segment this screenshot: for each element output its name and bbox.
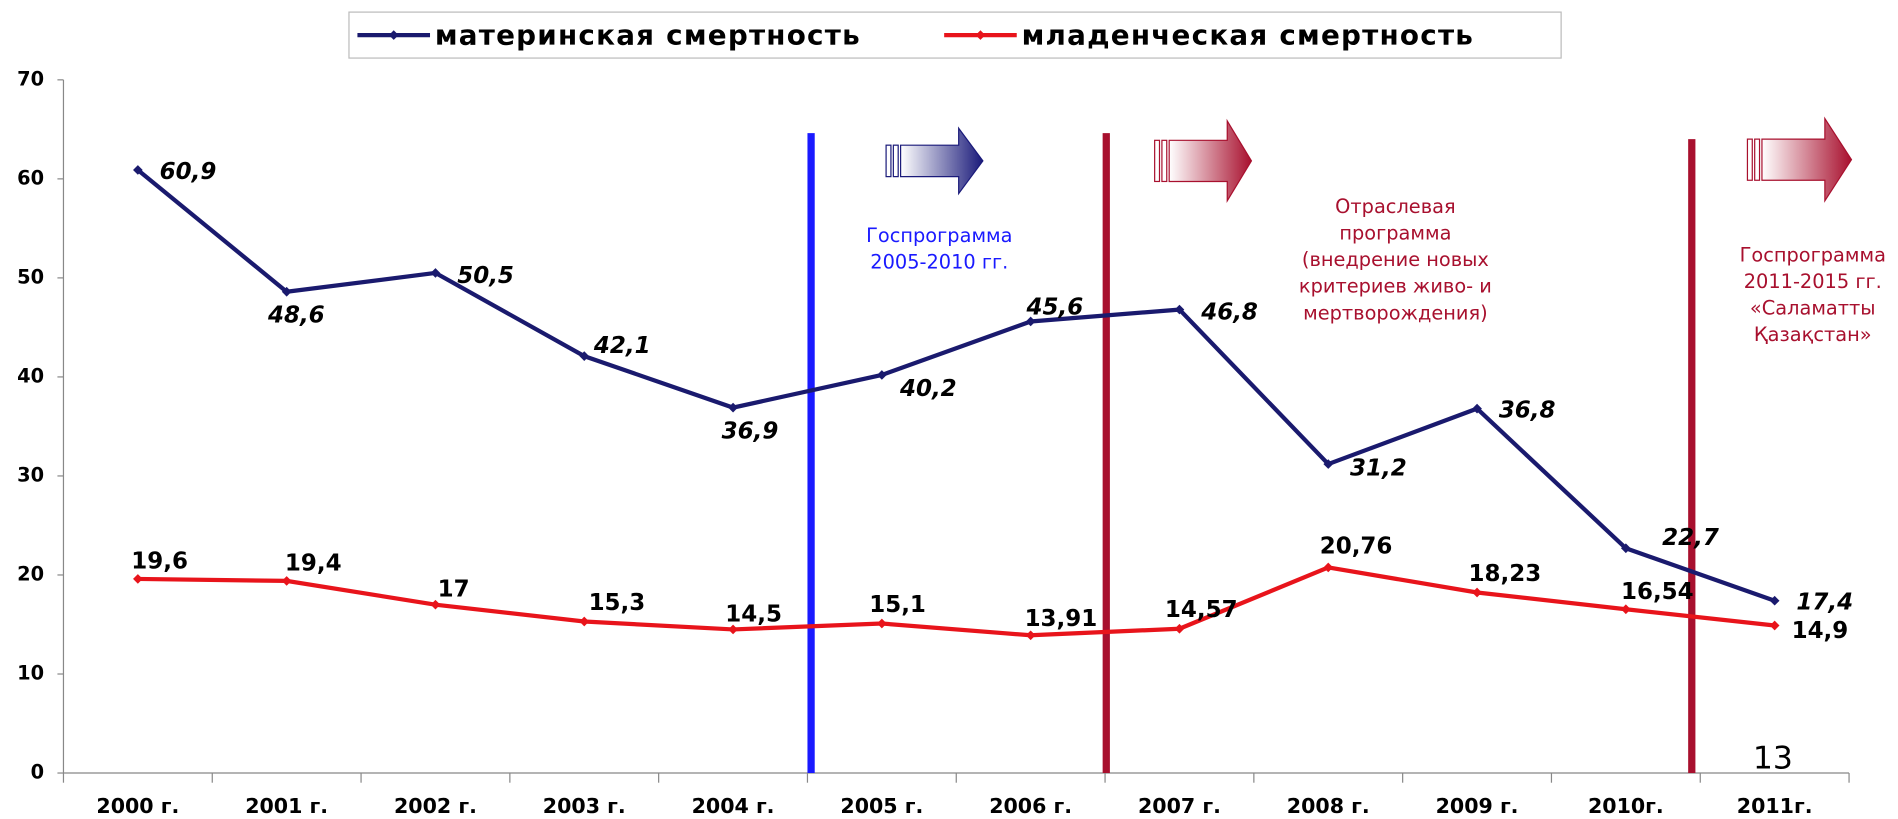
data-label: 19,6 — [131, 549, 188, 575]
y-tick-label: 70 — [17, 67, 44, 90]
marker — [1769, 620, 1780, 631]
series-line — [136, 168, 1776, 603]
marker — [1621, 604, 1631, 615]
annotation: Госпрограмма 2005-2010 гг. — [866, 223, 1012, 273]
annotation-line: программа — [1339, 221, 1451, 244]
x-tick-label: 2002 г. — [394, 794, 477, 818]
legend-label: материнская смертность — [435, 18, 861, 51]
series-line — [137, 565, 1775, 638]
x-tick-label: 2004 г. — [692, 794, 775, 818]
data-label: 16,54 — [1621, 579, 1694, 605]
annotation-line: (внедрение новых — [1302, 248, 1489, 271]
annotation: Госпрограмма 2011-2015 гг. «Саламатты Қазақ… — [1740, 243, 1886, 346]
x-tick-label: 2010г. — [1588, 794, 1664, 818]
marker — [281, 576, 292, 586]
annotation: Отраслевая программа (внедрение новых крите… — [1299, 194, 1492, 323]
data-label: 42,1 — [593, 333, 651, 359]
data-label: 17 — [438, 577, 470, 603]
x-tick-label: 2001 г. — [245, 794, 328, 818]
annotation-line: мертворождения) — [1303, 301, 1488, 324]
x-tick-label: 2007 г. — [1138, 794, 1221, 818]
y-tick-label: 60 — [17, 166, 44, 189]
data-label: 20,76 — [1320, 533, 1393, 559]
data-label: 50,5 — [457, 263, 514, 289]
y-tick-label: 10 — [17, 662, 44, 685]
annotation-line: «Саламатты — [1750, 296, 1876, 319]
data-label: 15,1 — [869, 592, 926, 618]
data-label: 46,8 — [1200, 300, 1258, 326]
data-label: 17,4 — [1796, 590, 1853, 616]
data-label: 60,9 — [160, 159, 217, 185]
data-label: 19,4 — [285, 550, 342, 576]
x-tick-label: 2003 г. — [543, 794, 626, 818]
data-label: 31,2 — [1350, 455, 1407, 481]
data-label: 36,8 — [1499, 398, 1556, 424]
x-tick-label: 2011г. — [1737, 794, 1813, 818]
data-label: 14,57 — [1165, 597, 1238, 623]
data-label: 14,9 — [1792, 618, 1849, 644]
y-tick-label: 20 — [17, 562, 44, 585]
annotation-line: критериев живо- и — [1299, 274, 1492, 297]
data-label: 22,7 — [1662, 525, 1719, 551]
x-tick-label: 2000 г. — [96, 794, 179, 818]
y-tick-label: 50 — [17, 265, 44, 288]
marker — [281, 286, 292, 297]
annotation-line: Отраслевая — [1335, 194, 1455, 217]
x-tick-label: 2006 г. — [989, 794, 1072, 818]
marker — [1621, 543, 1631, 554]
marker — [430, 268, 441, 278]
y-tick-label: 0 — [31, 761, 44, 784]
annotation-line: Қазақстан» — [1754, 323, 1872, 346]
arrows — [885, 116, 1853, 203]
legend-marker — [388, 30, 399, 40]
annotation-line: 2005-2010 гг. — [870, 250, 1008, 273]
marker — [1769, 595, 1780, 606]
data-label: 45,6 — [1026, 295, 1084, 321]
y-tick-label: 40 — [17, 364, 44, 387]
marker — [579, 616, 590, 627]
marker — [728, 624, 738, 635]
legend-label: младенческая смертность — [1022, 18, 1475, 51]
data-label: 13,91 — [1025, 606, 1098, 632]
annotation-line: 2011-2015 гг. — [1744, 269, 1882, 292]
page-number: 13 — [1753, 741, 1793, 777]
marker — [1472, 587, 1482, 598]
data-label: 15,3 — [589, 590, 646, 616]
y-tick-label: 30 — [17, 463, 44, 486]
marker — [1472, 403, 1482, 414]
data-label: 18,23 — [1469, 561, 1542, 587]
annotation-line: Госпрограмма — [1740, 243, 1886, 266]
marker — [133, 574, 143, 584]
data-label: 40,2 — [899, 376, 957, 402]
legend-marker — [975, 30, 986, 40]
data-label: 14,5 — [725, 601, 782, 627]
marker — [877, 618, 887, 629]
marker — [728, 402, 738, 413]
data-label: 36,9 — [722, 418, 779, 444]
annotation-line: Госпрограмма — [866, 223, 1012, 246]
x-tick-label: 2008 г. — [1287, 794, 1370, 818]
marker — [877, 370, 887, 380]
x-tick-label: 2005 г. — [840, 794, 923, 818]
data-label: 48,6 — [267, 302, 325, 328]
x-tick-label: 2009 г. — [1436, 794, 1519, 818]
